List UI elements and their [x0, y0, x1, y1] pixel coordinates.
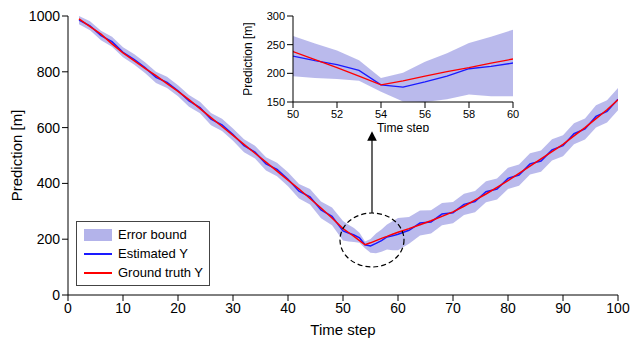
- svg-text:20: 20: [170, 300, 186, 316]
- svg-text:10: 10: [115, 300, 131, 316]
- svg-text:0: 0: [64, 300, 72, 316]
- svg-text:90: 90: [555, 300, 571, 316]
- svg-text:54: 54: [375, 108, 387, 120]
- svg-text:60: 60: [390, 300, 406, 316]
- svg-text:Prediction [m]: Prediction [m]: [8, 110, 25, 202]
- svg-text:300: 300: [267, 10, 285, 22]
- html-text:Estimated Y: Estimated Y: [118, 246, 188, 261]
- svg-text:40: 40: [280, 300, 296, 316]
- svg-text:30: 30: [225, 300, 241, 316]
- svg-text:200: 200: [267, 67, 285, 79]
- svg-text:100: 100: [606, 300, 630, 316]
- svg-text:60: 60: [507, 108, 519, 120]
- svg-text:200: 200: [37, 231, 61, 247]
- svg-text:50: 50: [287, 108, 299, 120]
- svg-text:800: 800: [37, 64, 61, 80]
- svg-text:52: 52: [331, 108, 343, 120]
- html-text:Ground truth Y: Ground truth Y: [118, 265, 203, 280]
- svg-text:150: 150: [267, 96, 285, 108]
- svg-text:600: 600: [37, 120, 61, 136]
- svg-text:50: 50: [335, 300, 351, 316]
- svg-text:Time step: Time step: [310, 321, 375, 338]
- svg-text:80: 80: [500, 300, 516, 316]
- svg-text:250: 250: [267, 39, 285, 51]
- svg-text:1000: 1000: [29, 8, 60, 24]
- svg-text:58: 58: [463, 108, 475, 120]
- svg-text:Prediction [m]: Prediction [m]: [243, 22, 255, 95]
- svg-text:400: 400: [37, 175, 61, 191]
- svg-text:70: 70: [445, 300, 461, 316]
- svg-text:0: 0: [52, 287, 60, 303]
- html-text:Error bound: Error bound: [118, 227, 187, 242]
- svg-text:56: 56: [419, 108, 431, 120]
- svg-text:Time step: Time step: [377, 121, 430, 132]
